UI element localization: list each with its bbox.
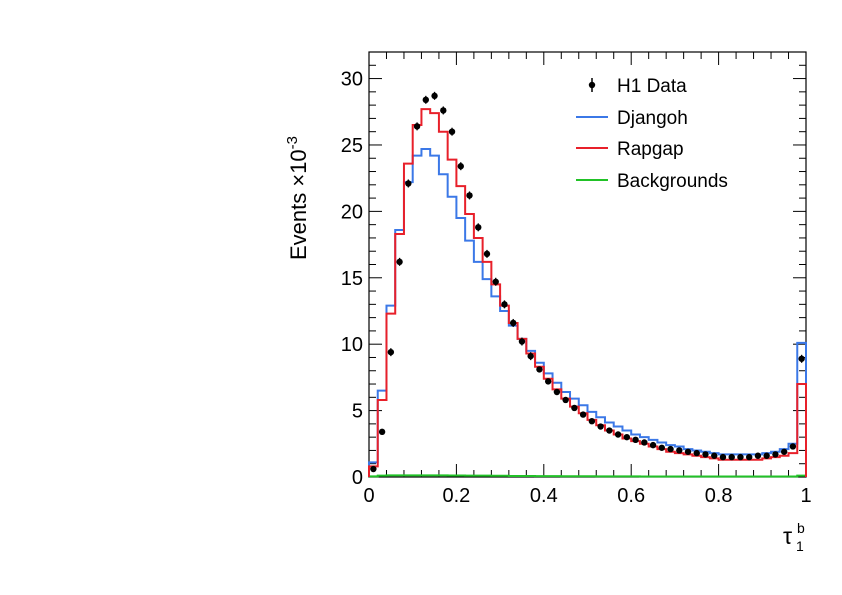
data-point (745, 453, 753, 461)
svg-text:Events ×10-3: Events ×10-3 (284, 136, 311, 260)
data-point (536, 366, 543, 373)
legend-entry-backgrounds: Backgrounds (576, 171, 728, 192)
data-point (501, 301, 508, 308)
svg-text:Rapgap: Rapgap (617, 139, 684, 160)
y-tick-label: 0 (352, 467, 363, 489)
data-point (527, 352, 534, 360)
y-tick-label: 15 (341, 268, 363, 290)
x-tick-label: 1 (800, 485, 811, 507)
legend-entry-data: H1 Data (588, 76, 687, 97)
svg-text:1: 1 (796, 538, 804, 554)
data-point (457, 163, 464, 170)
data-point (702, 451, 709, 458)
hist-djangoh (368, 147, 807, 477)
data-point (571, 404, 578, 412)
data-point (728, 453, 735, 461)
data-point (475, 224, 482, 231)
y-tick-label: 20 (341, 201, 363, 223)
data-point (562, 396, 569, 404)
x-axis-title: τ 1 b (783, 520, 805, 554)
data-point (378, 428, 386, 436)
data-point (667, 445, 674, 453)
y-tick-label: 5 (352, 401, 363, 423)
data-point (448, 128, 456, 135)
y-tick-label: 30 (341, 69, 363, 91)
svg-text:Backgrounds: Backgrounds (617, 171, 728, 192)
data-points (370, 91, 805, 473)
data-point (780, 448, 788, 455)
y-tick-label: 25 (341, 135, 363, 157)
data-point (413, 123, 421, 130)
data-point (544, 378, 552, 385)
data-point (396, 258, 403, 266)
data-point (440, 107, 447, 114)
legend-entry-rapgap: Rapgap (576, 139, 684, 160)
x-tick-label: 0.4 (530, 485, 558, 507)
x-tick-label: 0.8 (705, 485, 733, 507)
data-point (431, 92, 438, 100)
data-point (684, 448, 692, 455)
data-point (623, 433, 631, 441)
svg-text:τ: τ (783, 523, 792, 549)
data-point (632, 436, 639, 444)
y-axis-title: Events ×10-3 (284, 136, 311, 260)
data-point (405, 180, 412, 187)
data-point (553, 388, 561, 396)
data-point (422, 96, 430, 104)
data-point (606, 427, 613, 434)
y-tick-label: 10 (341, 334, 363, 356)
histograms (368, 108, 807, 478)
data-point (789, 443, 797, 450)
x-tick-label: 0 (363, 485, 374, 507)
x-tick-label: 0.6 (617, 485, 645, 507)
data-point (370, 465, 377, 473)
data-point (614, 431, 622, 438)
data-point (676, 447, 683, 454)
data-point (597, 423, 604, 430)
data-point (588, 418, 596, 425)
data-point (492, 278, 499, 285)
svg-text:H1 Data: H1 Data (617, 76, 687, 97)
ticks (368, 51, 807, 478)
data-point (711, 452, 718, 459)
legend: H1 Data Djangoh Rapgap Backgrounds (576, 76, 728, 192)
data-point (510, 319, 517, 327)
data-point (518, 338, 526, 345)
data-point (798, 355, 805, 362)
legend-entry-djangoh: Djangoh (576, 108, 688, 129)
data-point (693, 449, 700, 457)
hist-rapgap (368, 108, 807, 477)
data-point (754, 452, 762, 459)
svg-text:b: b (797, 520, 805, 536)
x-tick-label: 0.2 (442, 485, 470, 507)
data-point (387, 348, 395, 356)
hist-backgrounds (368, 474, 807, 478)
data-point (772, 451, 779, 458)
svg-text:Djangoh: Djangoh (617, 108, 688, 129)
data-point (658, 444, 665, 451)
data-point (579, 411, 587, 418)
data-point (737, 453, 744, 461)
data-point (466, 192, 473, 199)
data-point (649, 441, 657, 449)
data-point (719, 453, 727, 461)
data-point (641, 439, 648, 446)
data-point (483, 250, 491, 258)
data-point (763, 452, 770, 459)
